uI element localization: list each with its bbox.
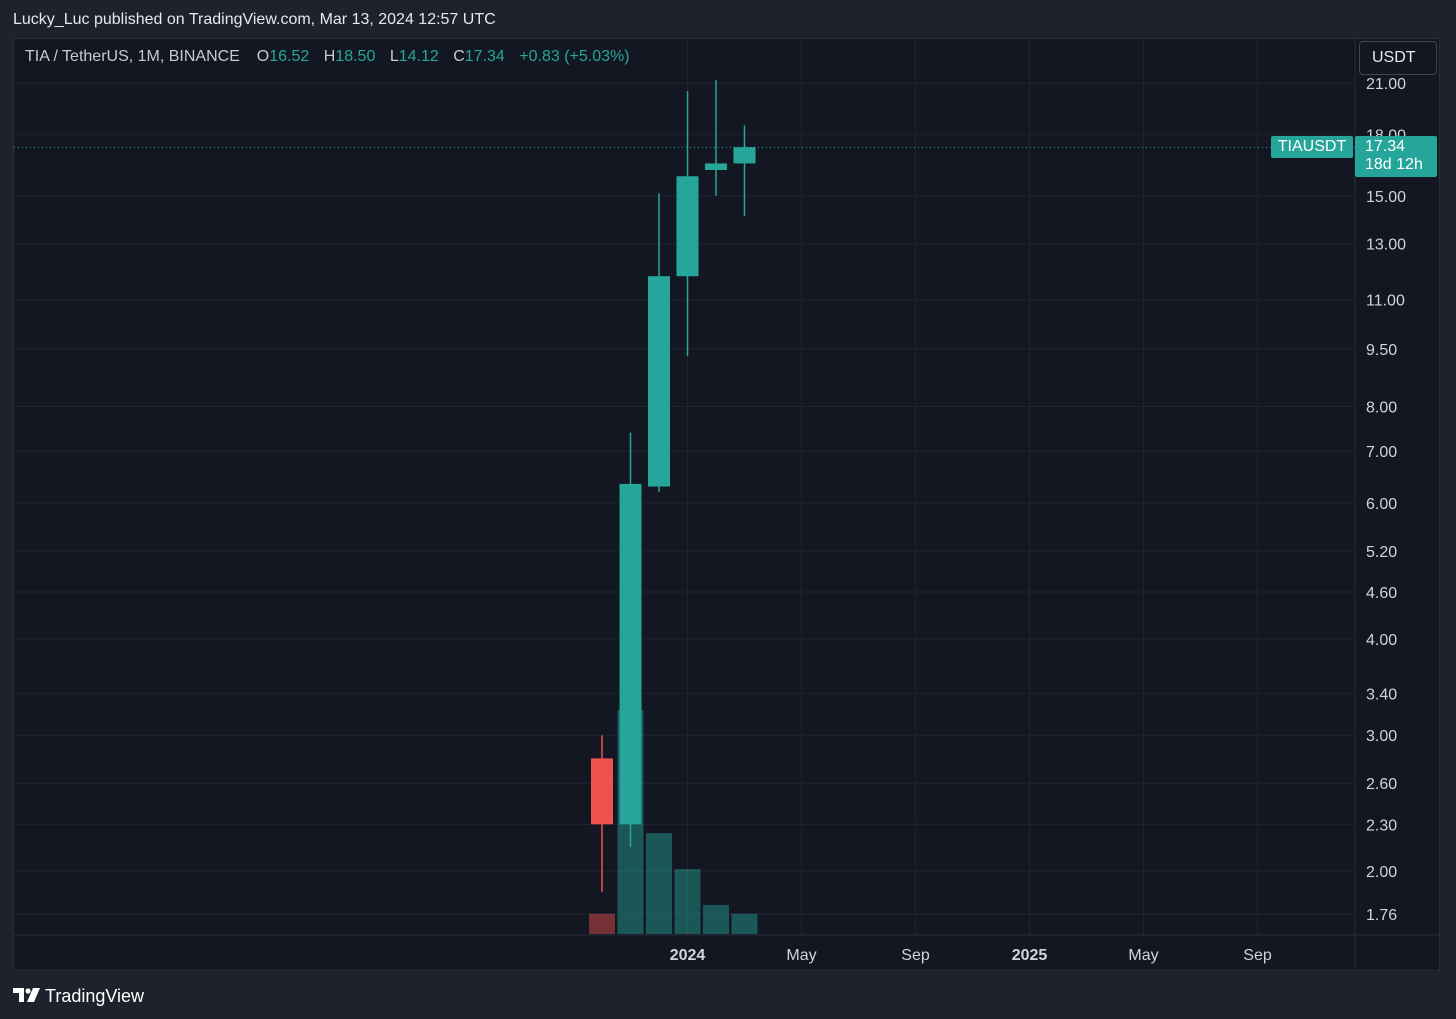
candle-body[interactable] bbox=[733, 147, 756, 164]
top-bar: Lucky_Luc published on TradingView.com, … bbox=[0, 0, 1456, 38]
price-axis-label: 6.00 bbox=[1366, 496, 1397, 513]
time-axis-label: 2024 bbox=[670, 947, 706, 964]
time-axis-label: May bbox=[786, 947, 816, 964]
price-axis-label: 3.40 bbox=[1366, 686, 1397, 703]
volume-bar bbox=[674, 869, 701, 934]
time-axis-label: May bbox=[1128, 947, 1158, 964]
price-axis-label: 2.60 bbox=[1366, 776, 1397, 793]
legend-low-label: L bbox=[389, 48, 399, 65]
chart-area[interactable] bbox=[13, 38, 1440, 971]
candle-body[interactable] bbox=[705, 163, 727, 170]
candle-body[interactable] bbox=[619, 483, 642, 825]
price-axis-label: 2.00 bbox=[1366, 864, 1397, 881]
time-axis-label: Sep bbox=[901, 947, 930, 964]
volume-bar bbox=[646, 833, 672, 934]
candle-body[interactable] bbox=[591, 758, 613, 825]
volume-bar bbox=[589, 913, 615, 934]
legend-open-label: O bbox=[256, 48, 270, 65]
price-axis-label: 8.00 bbox=[1366, 399, 1397, 416]
price-axis-label: 11.00 bbox=[1366, 293, 1405, 310]
legend-change: +0.83 (+5.03%) bbox=[519, 48, 630, 65]
last-price-value: 17.34 bbox=[1365, 138, 1406, 155]
price-axis-label: 9.50 bbox=[1366, 342, 1397, 359]
price-axis-label: 4.60 bbox=[1366, 585, 1397, 602]
published-info: Lucky_Luc published on TradingView.com, … bbox=[13, 11, 496, 28]
bar-countdown: 18d 12h bbox=[1365, 156, 1423, 173]
legend-high-label: H bbox=[323, 48, 336, 65]
ohlc-legend: TIA / TetherUS, 1M, BINANCE O16.52 H18.5… bbox=[25, 48, 640, 66]
price-axis-label: 13.00 bbox=[1366, 237, 1406, 254]
candle-body[interactable] bbox=[676, 176, 699, 277]
legend-high-value: 18.50 bbox=[335, 48, 376, 65]
price-axis-label: 4.00 bbox=[1366, 632, 1397, 649]
time-axis-label: Sep bbox=[1243, 947, 1272, 964]
legend-close-value: 17.34 bbox=[464, 48, 505, 65]
currency-button[interactable]: USDT bbox=[1359, 41, 1437, 75]
tradingview-brand[interactable]: TradingView bbox=[45, 986, 145, 1006]
time-axis-label: 2025 bbox=[1012, 947, 1048, 964]
price-axis-label: 21.00 bbox=[1366, 76, 1406, 93]
symbol-price-label: TIAUSDT bbox=[1271, 136, 1353, 158]
legend-low-value: 14.12 bbox=[398, 48, 439, 65]
currency-label: USDT bbox=[1372, 49, 1416, 66]
volume-bar bbox=[703, 904, 729, 934]
volume-bar bbox=[731, 913, 758, 934]
price-axis-label: 3.00 bbox=[1366, 728, 1397, 745]
price-axis-label: 15.00 bbox=[1366, 189, 1406, 206]
legend-open-value: 16.52 bbox=[269, 48, 310, 65]
candle-body[interactable] bbox=[648, 276, 670, 487]
price-axis-label: 1.76 bbox=[1366, 907, 1397, 924]
price-axis-label: 5.20 bbox=[1366, 544, 1397, 561]
last-price-label: 17.34 18d 12h bbox=[1355, 136, 1437, 177]
footer bbox=[0, 972, 1456, 1019]
legend-symbol[interactable]: TIA / TetherUS, 1M, BINANCE bbox=[25, 48, 240, 65]
tradingview-logo-icon[interactable] bbox=[13, 986, 41, 1004]
legend-close-label: C bbox=[453, 48, 465, 65]
price-axis-label: 2.30 bbox=[1366, 817, 1397, 834]
price-axis-label: 7.00 bbox=[1366, 444, 1397, 461]
